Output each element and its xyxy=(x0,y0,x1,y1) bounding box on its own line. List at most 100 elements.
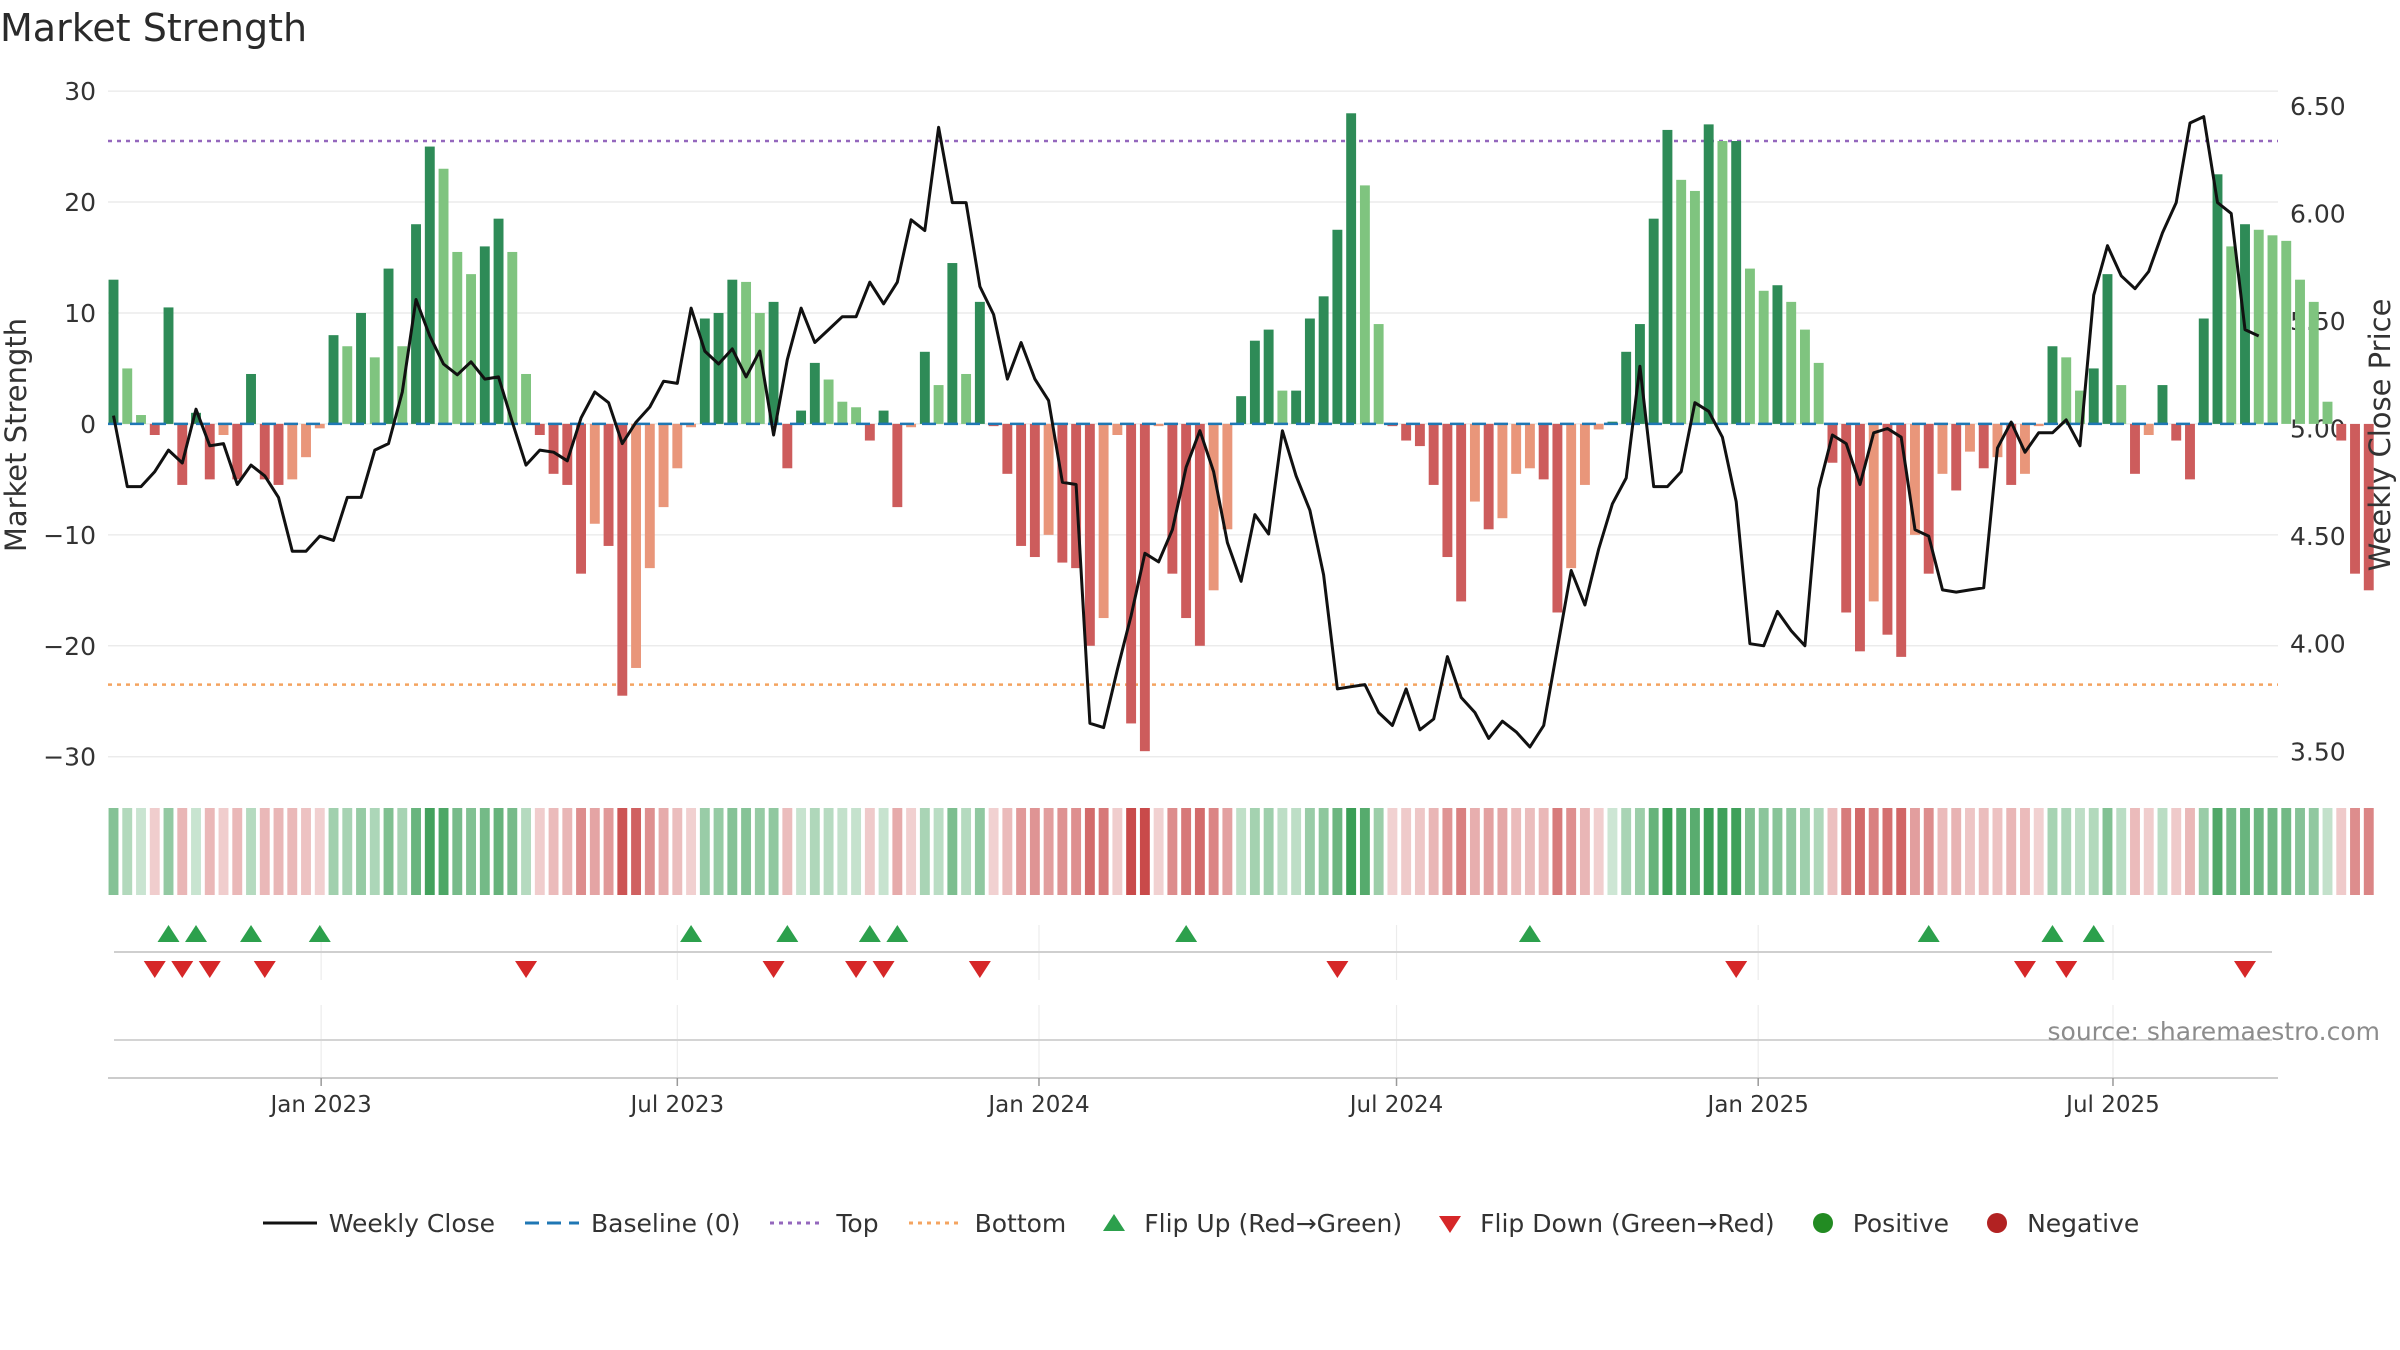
heat-strip-cell xyxy=(218,808,229,895)
heat-strip-cell xyxy=(204,808,215,895)
strength-bar xyxy=(919,351,930,424)
heat-strip-cell xyxy=(1524,808,1535,895)
strength-bar xyxy=(686,423,697,428)
heat-strip-cell xyxy=(2033,808,2044,895)
strength-bar xyxy=(1524,423,1535,469)
heat-strip-cell xyxy=(2226,808,2237,895)
strength-bar xyxy=(493,218,504,424)
y-tick-label-right: 6.00 xyxy=(2290,199,2346,228)
strength-bar xyxy=(1016,423,1027,546)
y-tick-label-left: 20 xyxy=(64,188,96,217)
strength-bar xyxy=(1208,423,1219,591)
y-tick-label-left: −20 xyxy=(43,632,96,661)
legend-baseline[interactable]: Baseline (0) xyxy=(523,1208,740,1238)
strength-bar xyxy=(328,335,339,424)
strength-bar xyxy=(933,385,944,424)
y-axis-label-right: Weekly Close Price xyxy=(2363,299,2397,572)
heat-strip-cell xyxy=(1126,808,1137,895)
strength-bar xyxy=(1827,423,1838,463)
strength-bar xyxy=(301,423,311,458)
legend-label: Weekly Close xyxy=(328,1208,496,1238)
strength-bar xyxy=(383,268,394,424)
strength-bar xyxy=(1579,423,1590,485)
legend-label: Negative xyxy=(2027,1208,2140,1238)
strength-bar xyxy=(1456,423,1467,602)
strength-bar xyxy=(961,373,972,424)
heat-strip-cell xyxy=(2267,808,2278,895)
legend-flip-down[interactable]: Flip Down (Green→Red) xyxy=(1430,1208,1775,1238)
flip-down-marker xyxy=(762,961,785,978)
heat-strip-cell xyxy=(906,808,917,895)
heat-strip-cell xyxy=(617,808,628,895)
strength-bar xyxy=(1359,185,1370,424)
heat-strip-cell xyxy=(1868,808,1879,895)
heat-strip-cell xyxy=(1346,808,1357,895)
heat-strip-cell xyxy=(534,808,545,895)
strength-bar xyxy=(438,168,449,424)
strength-bar xyxy=(122,368,133,424)
strength-bar xyxy=(1222,423,1233,530)
heat-strip-cell xyxy=(562,808,573,895)
strength-bar xyxy=(644,423,655,569)
heat-strip-cell xyxy=(1277,808,1288,895)
strength-bar xyxy=(1882,423,1893,635)
heat-strip-cell xyxy=(1855,808,1865,895)
heat-strip-cell xyxy=(1634,808,1645,895)
strength-bar xyxy=(1731,141,1742,424)
y-tick-label-right: 4.00 xyxy=(2290,630,2346,659)
heat-strip-cell xyxy=(1978,808,1989,895)
strength-bar xyxy=(2006,423,2017,485)
strength-bar xyxy=(1277,390,1288,424)
strength-bar xyxy=(576,423,587,574)
heat-strip-cell xyxy=(163,808,174,895)
strength-bar xyxy=(823,379,834,424)
strength-bar xyxy=(191,412,201,424)
flip-up-marker xyxy=(185,925,208,942)
heat-strip-cell xyxy=(1057,808,1068,895)
heat-strip-cell xyxy=(2336,808,2347,895)
y-axis-label-left: Market Strength xyxy=(0,318,33,552)
legend-label: Top xyxy=(836,1208,879,1238)
strength-bar xyxy=(1236,396,1247,424)
strength-bar xyxy=(2185,423,2195,480)
flip-up-marker xyxy=(157,925,180,942)
strength-bar xyxy=(1992,423,2003,458)
heat-strip-cell xyxy=(644,808,655,895)
strength-bar xyxy=(2281,240,2292,424)
strength-bar xyxy=(1401,423,1412,441)
strength-bar xyxy=(1717,141,1728,424)
legend-weekly-close[interactable]: Weekly Close xyxy=(261,1208,495,1238)
heat-strip-cell xyxy=(287,808,298,895)
flip-up-marker xyxy=(886,925,909,942)
heat-strip-cell xyxy=(369,808,380,895)
heat-strip-cell xyxy=(1483,808,1494,895)
strength-bar xyxy=(1414,423,1425,447)
heat-strip-cell xyxy=(1373,808,1384,895)
heat-strip-cell xyxy=(1084,808,1095,895)
heat-strip-cell xyxy=(837,808,848,895)
legend-negative[interactable]: Negative xyxy=(1977,1208,2139,1238)
strength-bar xyxy=(1153,423,1164,427)
strength-bar xyxy=(1181,423,1192,619)
strength-bar xyxy=(851,407,862,424)
line-icon xyxy=(262,1221,317,1225)
heat-strip-cell xyxy=(1662,808,1673,895)
strength-bar xyxy=(864,423,875,441)
heat-strip-cell xyxy=(2130,808,2140,895)
heat-strip-cell xyxy=(1401,808,1412,895)
strength-bar xyxy=(2143,423,2154,435)
triangle-down-icon xyxy=(1439,1216,1462,1233)
legend-positive[interactable]: Positive xyxy=(1803,1208,1949,1238)
strength-bar xyxy=(1194,423,1205,646)
market-strength-chart: 3020100−10−20−306.506.005.505.004.504.00… xyxy=(0,77,2397,1118)
heat-strip-cell xyxy=(1937,808,1948,895)
legend-label: Flip Down (Green→Red) xyxy=(1480,1208,1775,1238)
strength-bar xyxy=(232,423,243,480)
heat-strip-cell xyxy=(397,808,408,895)
strength-bar xyxy=(603,423,614,546)
strength-bar xyxy=(768,301,779,424)
heat-strip-cell xyxy=(1910,808,1920,895)
legend-bottom[interactable]: Bottom xyxy=(907,1208,1066,1238)
legend-flip-up[interactable]: Flip Up (Red→Green) xyxy=(1094,1208,1402,1238)
legend-top[interactable]: Top xyxy=(768,1208,879,1238)
